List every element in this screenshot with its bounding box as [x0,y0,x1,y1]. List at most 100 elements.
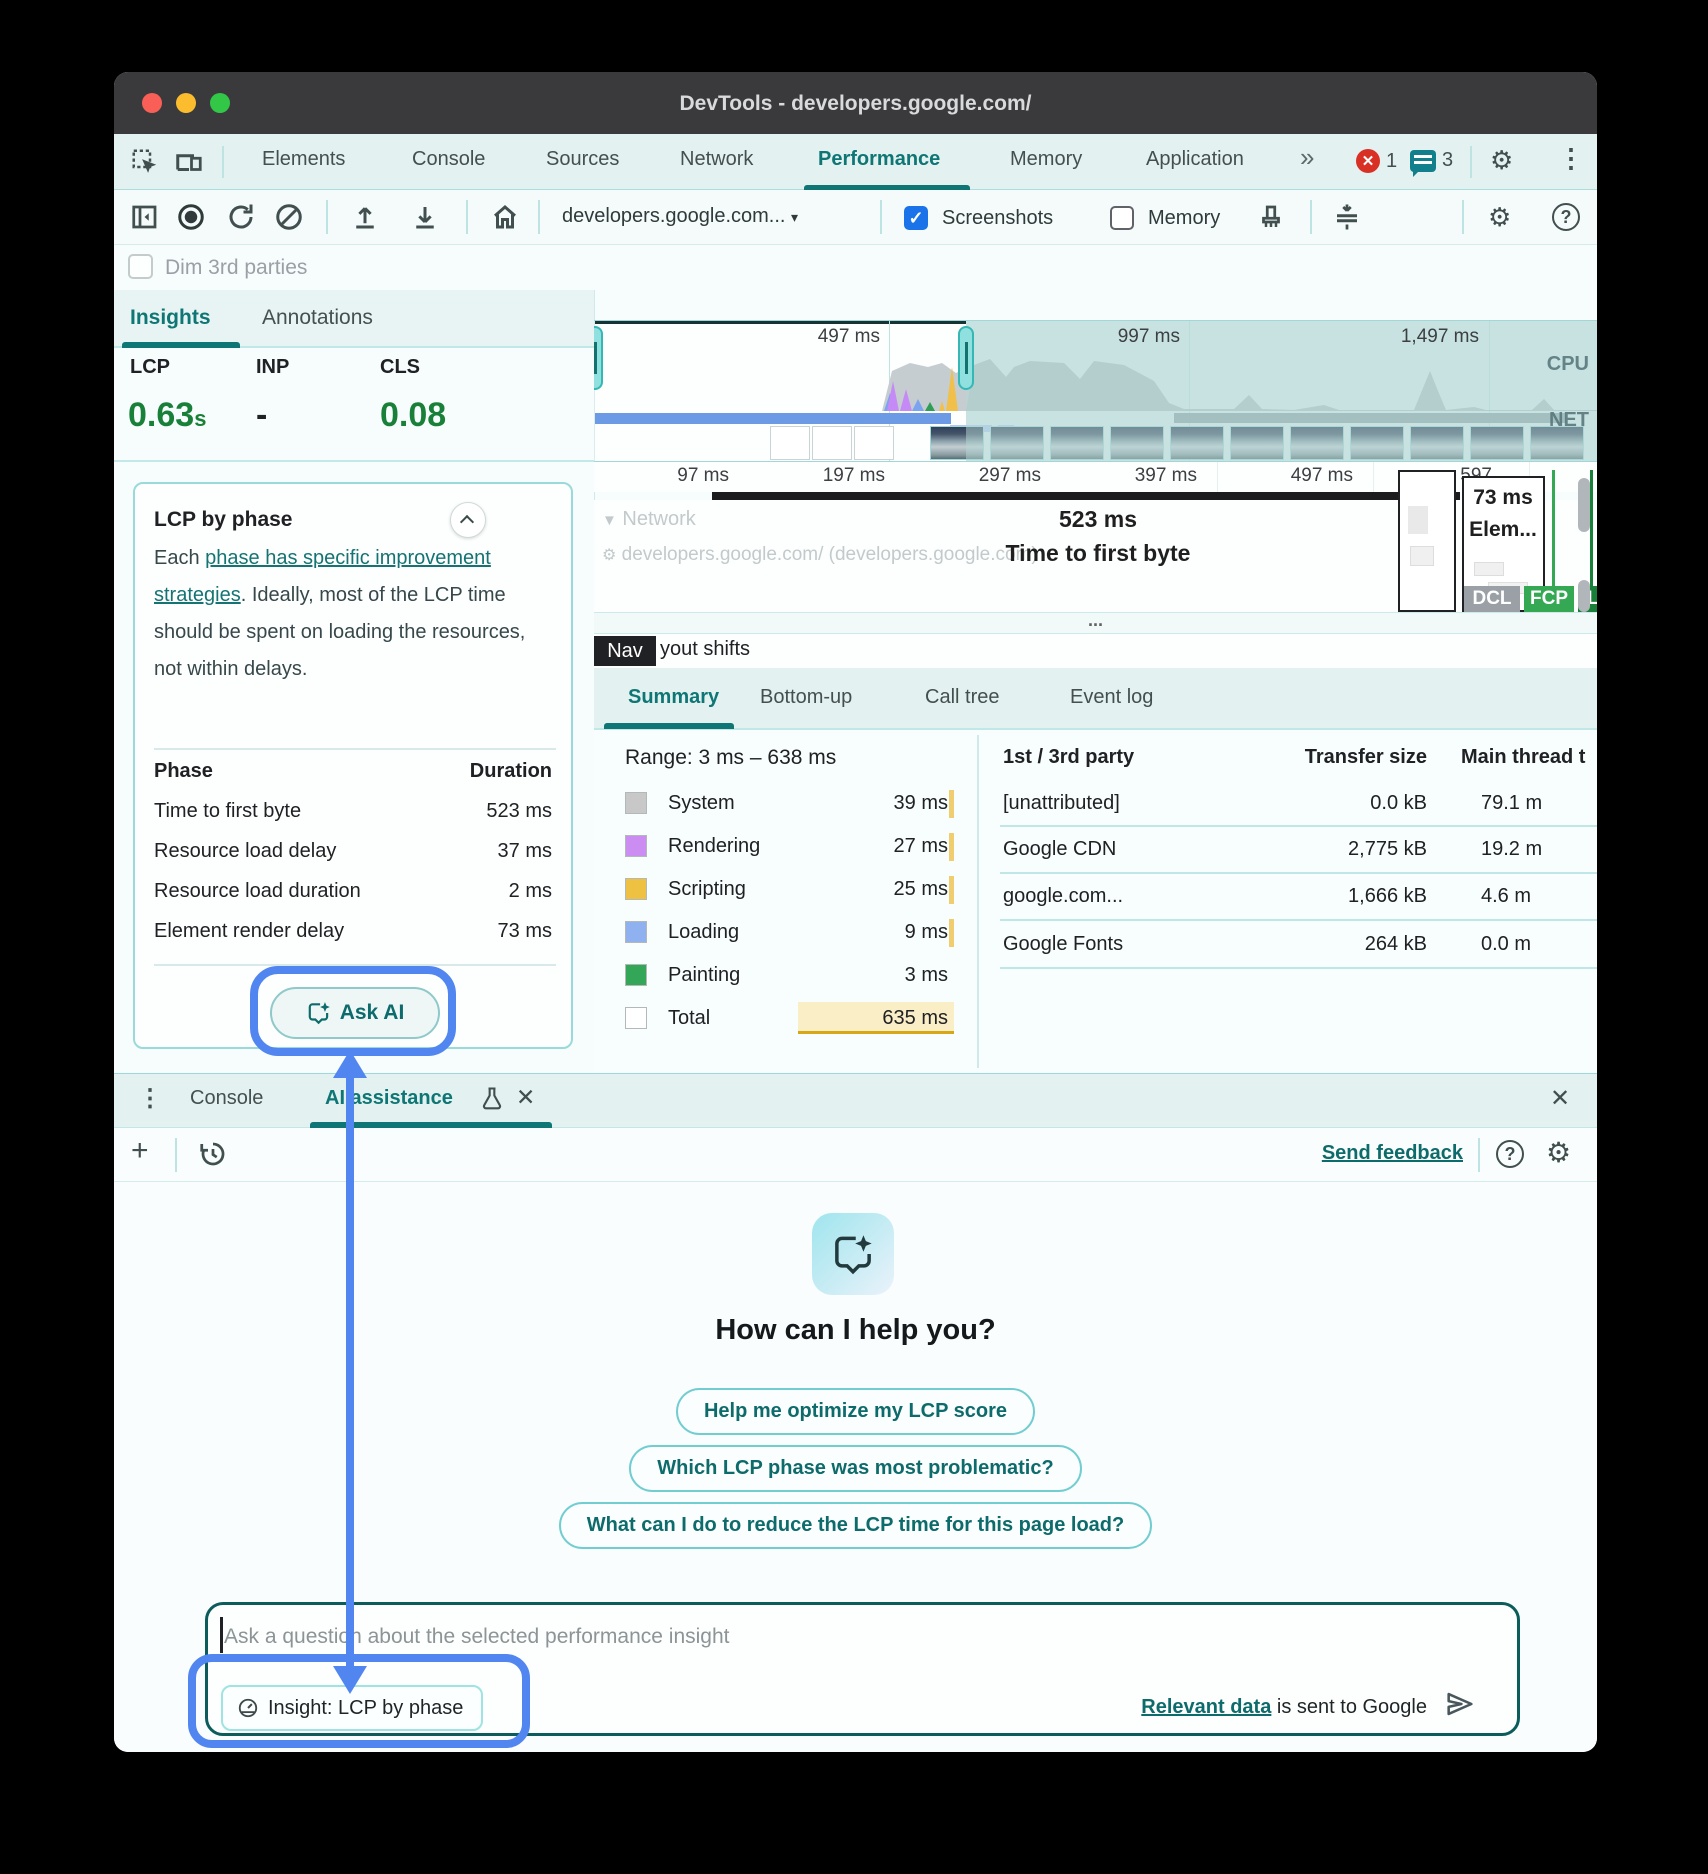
divider [1310,200,1312,234]
row-divider [1000,919,1597,921]
legend-swatch-total [625,1007,647,1029]
insight-context-chip[interactable]: Insight: LCP by phase [221,1685,484,1731]
party-transfer: 0.0 kB [1370,792,1427,814]
phase-region-box[interactable] [1398,470,1456,612]
divider [114,460,594,462]
filmstrip-frame[interactable] [854,426,894,460]
tab-application[interactable]: Application [1146,148,1244,170]
clear-icon[interactable] [274,202,304,232]
ai-question-input[interactable] [222,1619,1322,1655]
lcp-marker-line [1590,470,1593,612]
improvement-strategies-link[interactable]: phase has specific improvement strategie… [154,547,491,606]
insight-chip-label: Insight: LCP by phase [268,1696,464,1719]
party-name[interactable]: google.com... [1003,885,1124,907]
download-profile-icon[interactable] [410,202,440,232]
upload-profile-icon[interactable] [350,202,380,232]
home-icon[interactable] [490,202,520,232]
transfer-column-header[interactable]: Transfer size [1304,746,1427,768]
close-drawer-icon[interactable]: ✕ [1550,1085,1571,1112]
filmstrip-frame[interactable] [770,426,810,460]
relevant-data-note: Relevant data is sent to Google [1141,1696,1427,1718]
title-bar: DevTools - developers.google.com/ [114,72,1597,134]
tab-annotations[interactable]: Annotations [262,306,373,329]
toggle-sidebar-icon[interactable] [130,202,160,232]
kebab-menu-icon[interactable]: ⋮ [1558,143,1584,173]
filmstrip-frame[interactable] [812,426,852,460]
tab-performance[interactable]: Performance [818,148,941,170]
party-name[interactable]: [unattributed] [1003,792,1120,814]
history-dropdown[interactable]: developers.google.com... ▾ [562,205,799,227]
tab-elements[interactable]: Elements [262,148,346,170]
inspect-icon[interactable] [130,147,160,177]
close-window-button[interactable] [142,93,162,113]
tab-memory[interactable]: Memory [1010,148,1083,170]
legend-minibar [949,919,954,947]
divider [538,200,540,234]
drawer-tab-console[interactable]: Console [190,1087,264,1109]
tab-call-tree[interactable]: Call tree [925,686,1000,708]
error-count: 1 [1386,149,1398,172]
network-request-row[interactable]: ⚙ developers.google.com/ (developers.goo… [602,544,1038,565]
drawer-tab-ai-assistance[interactable]: AI assistance [325,1087,453,1109]
tab-event-log[interactable]: Event log [1070,686,1154,708]
inp-value: - [256,396,268,434]
dim-3rd-parties-label: Dim 3rd parties [165,256,308,279]
party-name[interactable]: Google Fonts [1003,933,1124,955]
maximize-window-button[interactable] [210,93,230,113]
collapsed-tracks-row[interactable]: ... [594,611,1597,634]
flame-block [1408,506,1428,534]
suggestion-chip[interactable]: Help me optimize my LCP score [675,1388,1036,1435]
memory-checkbox[interactable] [1110,206,1134,230]
tab-bottom-up[interactable]: Bottom-up [760,686,853,708]
history-icon[interactable] [198,1139,228,1169]
more-tabs-icon[interactable]: » [1300,142,1315,172]
insights-tab-strip: Insights Annotations [114,290,594,348]
record-icon[interactable] [176,202,206,232]
tab-insights[interactable]: Insights [130,306,211,329]
reload-record-icon[interactable] [226,202,256,232]
party-name[interactable]: Google CDN [1003,838,1117,860]
tab-console[interactable]: Console [412,148,486,170]
send-feedback-link[interactable]: Send feedback [1321,1142,1463,1164]
panel-settings-gear-icon[interactable]: ⚙ [1488,202,1512,232]
help-icon[interactable]: ? [1496,1140,1524,1168]
send-message-icon[interactable] [1443,1687,1477,1721]
mainthread-column-header[interactable]: Main thread t [1461,746,1586,768]
settings-gear-icon[interactable]: ⚙ [1490,145,1514,175]
tab-sources[interactable]: Sources [546,148,620,170]
network-track-label[interactable]: ▼ Network [602,508,696,530]
legend-swatch-painting [625,964,647,986]
new-chat-plus-icon[interactable]: + [131,1134,149,1167]
screenshots-checkbox[interactable]: ✓ [904,206,928,230]
issues-count-badge[interactable]: 3 [1410,149,1453,177]
scrollbar-thumb[interactable] [1578,478,1590,532]
tab-network[interactable]: Network [680,148,754,170]
suggestion-chip[interactable]: What can I do to reduce the LCP time for… [558,1502,1153,1549]
dim-3rd-parties-checkbox[interactable] [128,254,153,279]
ask-ai-button[interactable]: Ask AI [270,987,440,1039]
tab-summary[interactable]: Summary [628,686,720,708]
selection-right-handle[interactable] [958,326,974,390]
details-tab-bar: Summary Bottom-up Call tree Event log [594,668,1597,730]
collapse-sections-icon[interactable] [1332,202,1362,232]
fcp-badge: FCP [1524,586,1574,612]
legend-name: Loading [668,921,740,943]
device-toolbar-icon[interactable] [174,147,204,177]
relevant-data-link[interactable]: Relevant data [1141,1696,1272,1718]
selection-left-handle[interactable] [594,326,603,390]
divider [1462,200,1464,234]
help-icon[interactable]: ? [1552,203,1580,231]
suggestion-chip[interactable]: Which LCP phase was most problematic? [629,1445,1082,1492]
drawer-kebab-icon[interactable]: ⋮ [138,1085,162,1112]
phase-row-value: 37 ms [497,840,552,862]
ai-settings-gear-icon[interactable]: ⚙ [1546,1137,1572,1168]
timeline-overview[interactable]: 497 ms 997 ms 1,497 ms CPU NET [594,320,1597,462]
close-ai-tab-icon[interactable]: ✕ [516,1084,536,1110]
gc-brush-icon[interactable] [1256,202,1286,232]
collapse-card-button[interactable] [450,502,486,538]
error-count-badge[interactable]: ✕ 1 [1356,149,1397,173]
party-column-header[interactable]: 1st / 3rd party [1003,746,1135,768]
scrollbar-thumb[interactable] [1578,580,1590,612]
legend-value: 25 ms [893,878,948,900]
minimize-window-button[interactable] [176,93,196,113]
